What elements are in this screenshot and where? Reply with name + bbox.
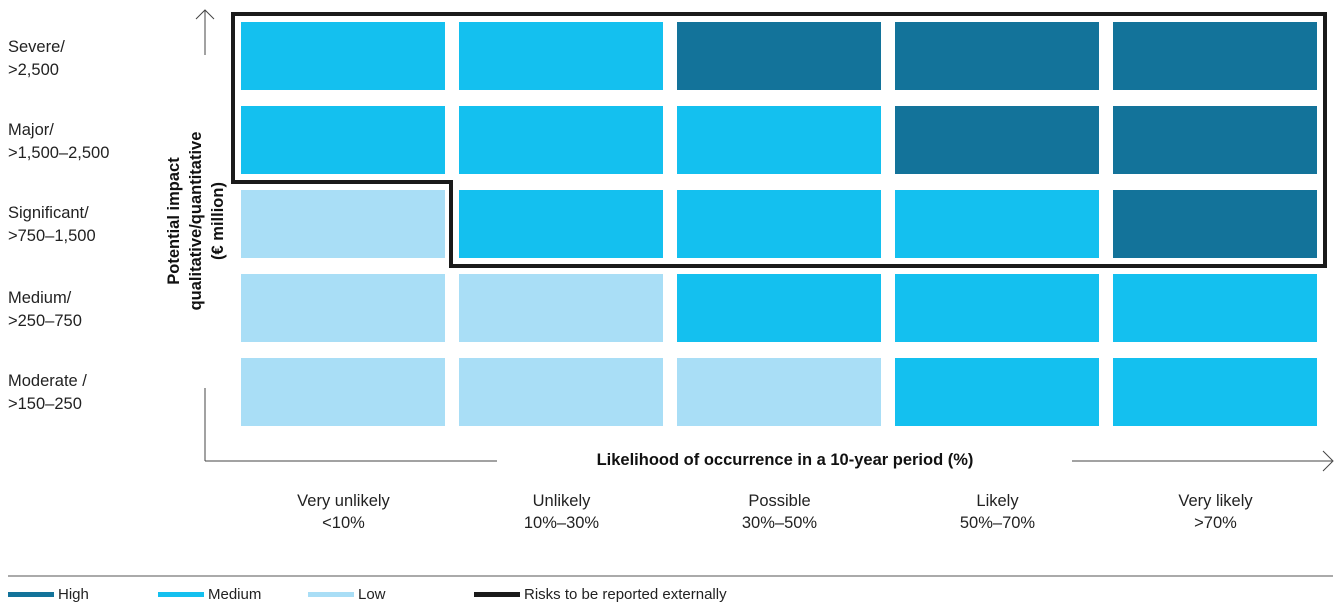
cell-r2-c2-medium [459, 106, 663, 174]
column-label-1-line-2: <10% [322, 514, 365, 532]
cell-r4-c4-medium [895, 274, 1099, 342]
row-label-1-line-1: Severe/ [8, 38, 65, 56]
y-axis-title: Potential impact qualitative/quantitativ… [163, 71, 229, 371]
column-label-4: Likely 50%–70% [895, 490, 1100, 534]
y-axis-title-line-3: (€ million) [209, 182, 227, 260]
legend-item-outline: Risks to be reported externally [474, 586, 727, 603]
cell-r3-c2-medium [459, 190, 663, 258]
row-label-2-line-2: >1,500–2,500 [8, 144, 110, 162]
legend-label-high: High [58, 586, 89, 603]
row-label-4: Medium/ >250–750 [8, 287, 198, 333]
legend-label-medium: Medium [208, 586, 262, 603]
column-label-3-line-2: 30%–50% [741, 514, 818, 532]
cell-r3-c5-high [1113, 190, 1317, 258]
column-label-2: Unlikely 10%–30% [459, 490, 664, 534]
cell-r2-c1-medium [241, 106, 445, 174]
heatmap-cells [241, 22, 1317, 426]
row-label-5-line-2: >150–250 [8, 395, 82, 413]
x-axis-title: Likelihood of occurrence in a 10-year pe… [596, 451, 974, 469]
cell-r5-c5-medium [1113, 358, 1317, 426]
cell-r2-c4-high [895, 106, 1099, 174]
row-label-5: Moderate / >150–250 [8, 370, 198, 416]
row-label-4-line-1: Medium/ [8, 289, 72, 307]
reported-externally-outline [231, 12, 1327, 268]
legend-item-high: High [8, 586, 89, 603]
row-label-3-line-1: Significant/ [8, 204, 89, 222]
cell-r4-c3-medium [677, 274, 881, 342]
row-label-4-line-2: >250–750 [8, 312, 82, 330]
cell-r3-c3-medium [677, 190, 881, 258]
cell-r5-c3-low [677, 358, 881, 426]
row-label-2: Major/ >1,500–2,500 [8, 119, 198, 165]
legend-label-outline: Risks to be reported externally [524, 586, 727, 603]
row-label-2-line-1: Major/ [8, 121, 54, 139]
legend-item-low: Low [308, 586, 386, 603]
column-label-5-line-1: Very likely [1178, 492, 1253, 510]
cell-r5-c2-low [459, 358, 663, 426]
legend-swatch-high [8, 592, 54, 597]
cell-r5-c1-low [241, 358, 445, 426]
cell-r1-c5-high [1113, 22, 1317, 90]
cell-r4-c5-medium [1113, 274, 1317, 342]
column-label-4-line-2: 50%–70% [959, 514, 1036, 532]
cell-r4-c2-low [459, 274, 663, 342]
cell-r4-c1-low [241, 274, 445, 342]
row-label-3-line-2: >750–1,500 [8, 227, 96, 245]
y-axis-title-line-2: qualitative/quantitative [187, 131, 205, 311]
column-label-5-line-2: >70% [1194, 514, 1237, 532]
row-label-3: Significant/ >750–1,500 [8, 202, 198, 248]
column-label-5: Very likely >70% [1113, 490, 1318, 534]
column-label-3: Possible 30%–50% [677, 490, 882, 534]
y-axis-title-line-1: Potential impact [165, 157, 183, 285]
cell-r2-c5-high [1113, 106, 1317, 174]
row-label-1: Severe/ >2,500 [8, 36, 198, 82]
cell-r1-c2-medium [459, 22, 663, 90]
reported-externally-border [231, 12, 1327, 268]
cell-r1-c1-medium [241, 22, 445, 90]
y-axis-arrowhead [195, 9, 215, 20]
column-label-1-line-1: Very unlikely [297, 492, 390, 510]
cell-r2-c3-medium [677, 106, 881, 174]
legend-swatch-medium [158, 592, 204, 597]
cell-r1-c3-high [677, 22, 881, 90]
legend-swatch-low [308, 592, 354, 597]
cell-r5-c4-medium [895, 358, 1099, 426]
row-label-5-line-1: Moderate / [8, 372, 87, 390]
row-label-1-line-2: >2,500 [8, 61, 59, 79]
column-label-3-line-1: Possible [748, 492, 811, 510]
column-label-2-line-1: Unlikely [532, 492, 591, 510]
cell-r1-c4-high [895, 22, 1099, 90]
axes [195, 9, 1334, 472]
legend-label-low: Low [358, 586, 386, 603]
x-axis-arrowhead [1322, 450, 1334, 472]
column-label-2-line-2: 10%–30% [523, 514, 600, 532]
column-label-4-line-1: Likely [976, 492, 1019, 510]
column-label-1: Very unlikely <10% [241, 490, 446, 534]
legend-item-medium: Medium [158, 586, 261, 603]
legend-swatch-outline [474, 592, 520, 597]
cell-r3-c1-low [241, 190, 445, 258]
cell-r3-c4-medium [895, 190, 1099, 258]
